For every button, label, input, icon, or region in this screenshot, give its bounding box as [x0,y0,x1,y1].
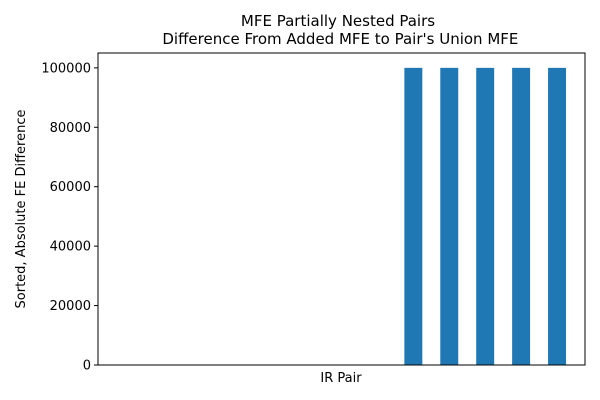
bar [548,67,567,366]
y-axis-ticks: 0 20000 40000 60000 80000 100000 [41,61,98,374]
chart-title-line1: MFE Partially Nested Pairs [241,12,435,30]
y-tick-label: 0 [83,359,91,374]
y-tick-label: 60000 [50,180,91,195]
x-axis-label: IR Pair [320,371,362,386]
y-tick-label: 20000 [50,299,91,314]
bar [440,67,459,366]
y-tick-label: 40000 [50,240,91,255]
bars-group [404,67,567,366]
y-axis-label: Sorted, Absolute FE Difference [14,110,29,309]
chart-title-line2: Difference From Added MFE to Pair's Unio… [158,30,519,48]
bar [476,67,495,366]
y-tick-label: 80000 [50,121,91,136]
bar [512,67,531,366]
y-tick-label: 100000 [41,61,91,76]
plot-frame [97,52,586,366]
bar [404,67,423,366]
